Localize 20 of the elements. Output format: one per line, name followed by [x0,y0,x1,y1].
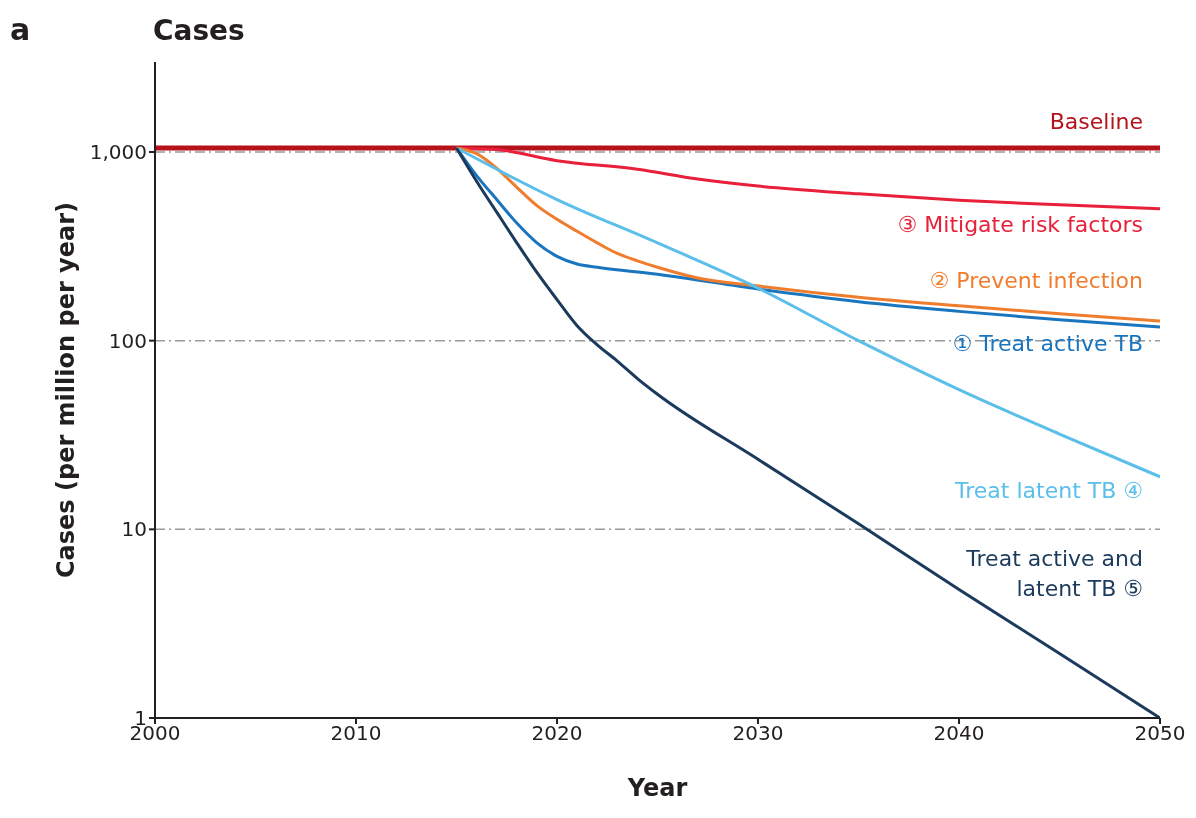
y-tick-label: 10 [121,517,147,542]
y-axis-title: Cases (per million per year) [51,201,80,579]
x-tick-label: 2040 [933,721,985,746]
x-axis-title: Year [626,774,688,802]
y-tick-label: 100 [108,328,147,353]
text: a [10,12,31,47]
series-label: Treat active and latent TB ⑤ [965,546,1143,601]
x-tick-label: 2020 [531,721,583,746]
x-tick-label: 2050 [1134,721,1186,746]
chart-title: Cases [153,14,245,47]
line-series [455,146,1160,718]
line-series [455,146,1160,479]
series-label: ② Prevent infection [929,268,1143,294]
y-tick-label: 1,000 [89,140,147,165]
series-label: Treat latent TB ④ [954,477,1143,503]
series-label: ③ Mitigate risk factors [897,211,1143,237]
x-tick-label: 2030 [732,721,784,746]
x-tick-label: 2010 [330,721,382,746]
series-label: Baseline [1049,109,1143,135]
series-label: ① Treat active TB [952,331,1143,357]
